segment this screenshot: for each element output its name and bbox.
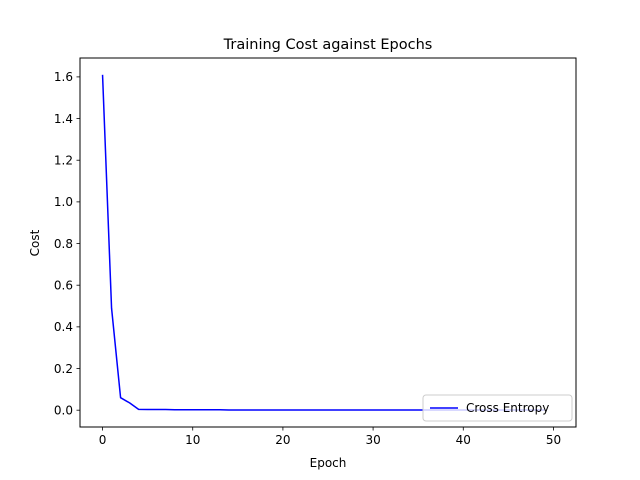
legend-label-cross-entropy: Cross Entropy bbox=[466, 401, 549, 415]
y-axis-label: Cost bbox=[28, 229, 42, 256]
plot-frame bbox=[80, 58, 576, 427]
y-tick-label: 0.4 bbox=[54, 320, 73, 334]
y-tick-label: 1.2 bbox=[54, 154, 73, 168]
x-axis-label: Epoch bbox=[310, 456, 347, 470]
x-tick-label: 30 bbox=[365, 433, 380, 447]
y-tick-label: 1.6 bbox=[54, 70, 73, 84]
x-tick-label: 50 bbox=[546, 433, 561, 447]
y-tick-label: 1.4 bbox=[54, 112, 73, 126]
legend: Cross Entropy bbox=[422, 394, 573, 422]
x-tick-label: 40 bbox=[456, 433, 471, 447]
x-tick-label: 20 bbox=[275, 433, 290, 447]
y-axis-ticks: 0.0 0.2 0.4 0.6 0.8 1.0 1.2 1.4 1.6 bbox=[54, 70, 80, 417]
legend-box bbox=[422, 394, 573, 422]
chart-title: Training Cost against Epochs bbox=[223, 37, 433, 53]
y-tick-label: 0.6 bbox=[54, 279, 73, 293]
y-tick-label: 0.0 bbox=[54, 403, 73, 417]
x-tick-label: 0 bbox=[99, 433, 107, 447]
plot-area bbox=[79, 57, 577, 428]
y-tick-label: 0.8 bbox=[54, 237, 73, 251]
axes-border bbox=[79, 57, 577, 428]
y-tick-label: 1.0 bbox=[54, 195, 73, 209]
x-tick-label: 10 bbox=[185, 433, 200, 447]
x-axis-ticks: 0 10 20 30 40 50 bbox=[99, 427, 561, 447]
y-tick-label: 0.2 bbox=[54, 362, 73, 376]
